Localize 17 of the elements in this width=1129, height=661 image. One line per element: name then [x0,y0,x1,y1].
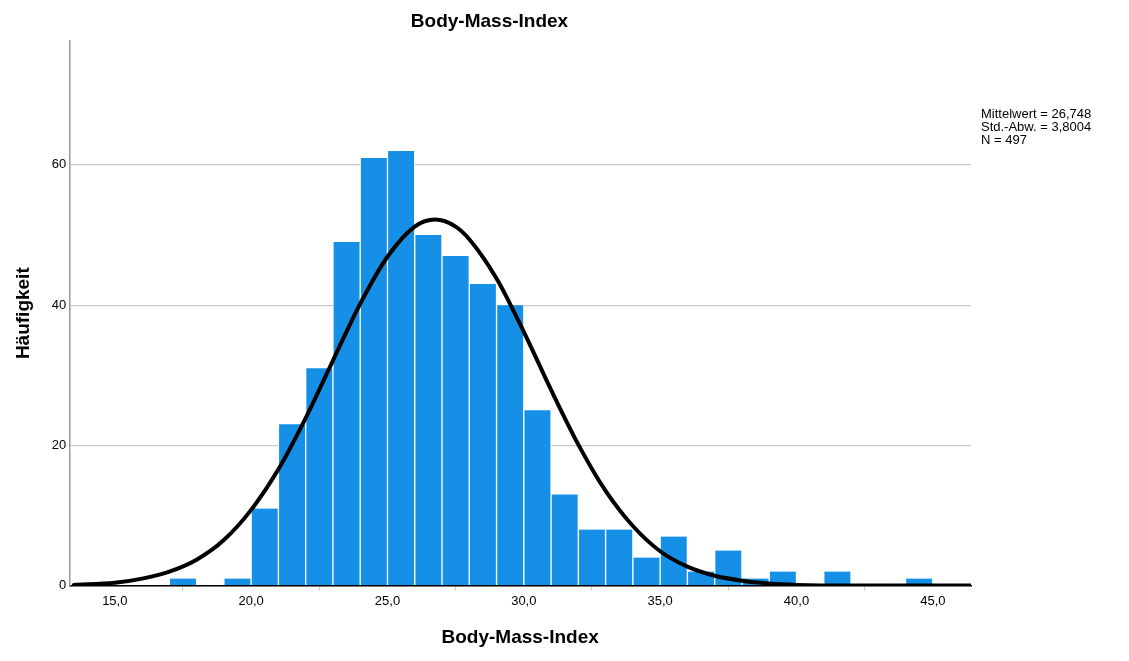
chart-title: Body-Mass-Index [410,9,569,31]
y-tick-label: 0 [59,577,67,593]
y-tick-label: 20 [51,436,67,452]
text: Std.-Abw. = 3,8004 [981,119,1092,135]
x-tick-label: 40,0 [783,592,810,608]
y-tick-label: 40 [51,296,67,312]
x-tick-label: 15,0 [102,592,128,608]
text: N = 497 [981,132,1027,148]
x-tick-label: 30,0 [511,592,537,608]
x-tick-label: 20,0 [238,592,264,608]
x-tick-label: 45,0 [920,592,946,608]
y-axis-title: Häufigkeit [11,266,33,360]
x-axis-title: Body-Mass-Index [441,625,600,647]
x-tick-label: 25,0 [374,592,401,608]
x-tick-label: 35,0 [647,592,673,608]
text: Mittelwert = 26,748 [981,106,1092,122]
y-tick-label: 60 [51,156,67,172]
